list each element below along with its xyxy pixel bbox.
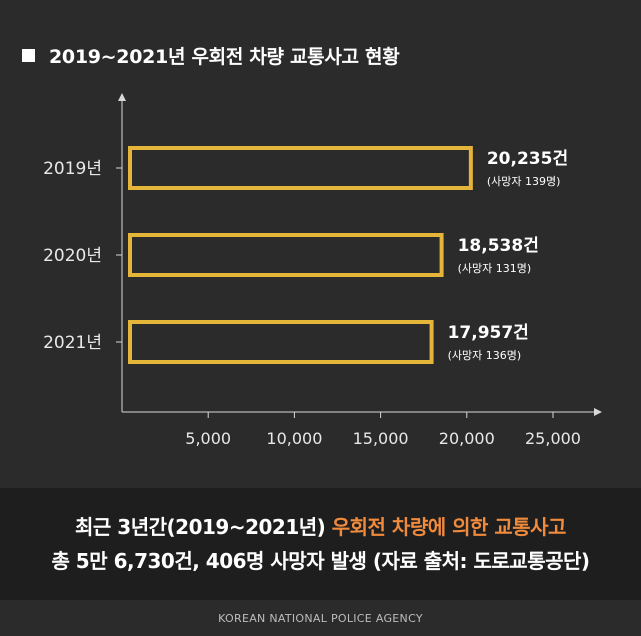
bar-chart: 5,000 10,000 15,000 20,000 25,000 2019년 20,235… (43, 93, 602, 448)
summary-line-1: 최근 3년간(2019~2021년) 우회전 차량에 의한 교통사고 (75, 510, 566, 544)
x-tick-label: 20,000 (439, 429, 495, 448)
y-axis-arrow-icon (118, 93, 126, 101)
agency-name: KOREAN NATIONAL POLICE AGENCY (218, 611, 423, 625)
chart-title-row: 2019~2021년 우회전 차량 교통사고 현황 (22, 40, 400, 70)
chart-title: 2019~2021년 우회전 차량 교통사고 현황 (49, 45, 400, 68)
summary-highlight: 우회전 차량에 의한 교통사고 (331, 515, 567, 539)
data-label-value: 20,235건 (487, 149, 568, 169)
chart-bars (128, 146, 473, 364)
data-label-fatalities: (사망자 131명) (458, 262, 532, 275)
x-tick-label: 25,000 (525, 429, 581, 448)
data-label-fatalities: (사망자 136명) (448, 349, 522, 362)
footer: KOREAN NATIONAL POLICE AGENCY (0, 600, 641, 636)
data-label-value: 17,957건 (448, 323, 529, 343)
data-label-value: 18,538건 (458, 236, 539, 256)
x-tick-label: 10,000 (266, 429, 322, 448)
bar (128, 233, 444, 277)
x-tick-label: 15,000 (353, 429, 409, 448)
x-axis-arrow-icon (594, 408, 602, 416)
x-tick-label: 5,000 (185, 429, 231, 448)
summary-line-2: 총 5만 6,730건, 406명 사망자 발생 (자료 출처: 도로교통공단) (51, 549, 590, 573)
category-label: 2020년 (43, 246, 102, 266)
title-bullet-square-icon (22, 48, 35, 62)
summary-line-1-prefix: 최근 3년간(2019~2021년) (75, 515, 332, 539)
chart-labels: 5,000 10,000 15,000 20,000 25,000 2019년 20,235… (43, 149, 581, 448)
chart-axes (116, 93, 602, 418)
category-label: 2021년 (43, 333, 102, 353)
bar (128, 320, 434, 364)
bar (128, 146, 473, 190)
chart-panel: 2019~2021년 우회전 차량 교통사고 현황 5,000 10,000 15,… (22, 40, 602, 448)
data-label-fatalities: (사망자 139명) (487, 175, 561, 188)
category-label: 2019년 (43, 159, 102, 179)
summary-panel: 최근 3년간(2019~2021년) 우회전 차량에 의한 교통사고 총 5만 … (0, 488, 641, 600)
